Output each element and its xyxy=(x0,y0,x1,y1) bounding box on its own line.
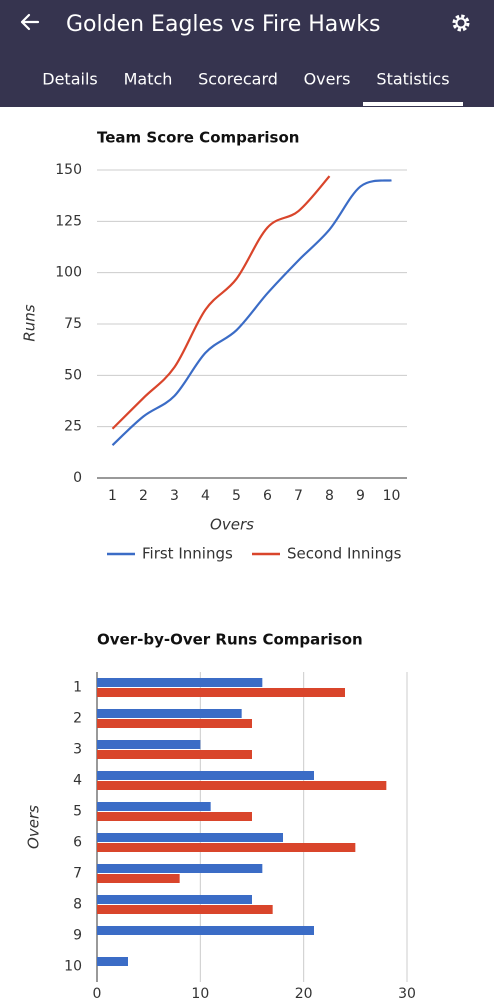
active-tab-indicator xyxy=(363,102,463,106)
y-tick-label: 25 xyxy=(64,419,82,435)
y-tick-label: 125 xyxy=(55,213,82,229)
x-tick-label: 4 xyxy=(201,488,210,504)
gear-teeth xyxy=(452,14,470,32)
bar xyxy=(97,812,252,821)
y-tick-label: 4 xyxy=(73,773,82,789)
legend-label: First Innings xyxy=(142,545,233,563)
x-tick-label: 10 xyxy=(383,488,401,504)
tab[interactable]: Scorecard xyxy=(198,70,278,89)
x-tick-label: 0 xyxy=(93,986,102,1000)
x-tick-label: 6 xyxy=(263,488,272,504)
bar xyxy=(97,833,283,842)
bar xyxy=(97,688,345,697)
y-tick-label: 10 xyxy=(64,959,82,975)
bar xyxy=(97,895,252,904)
y-tick-label: 75 xyxy=(64,316,82,332)
bar xyxy=(97,802,211,811)
x-tick-label: 9 xyxy=(356,488,365,504)
gear-icon xyxy=(455,17,467,29)
settings-button[interactable] xyxy=(452,14,470,32)
bar xyxy=(97,874,180,883)
bar xyxy=(97,905,273,914)
series-line xyxy=(111,179,392,446)
y-tick-label: 1 xyxy=(73,680,82,696)
y-tick-label: 8 xyxy=(73,897,82,913)
y-tick-label: 50 xyxy=(64,367,82,383)
series-line xyxy=(111,175,331,430)
x-tick-label: 2 xyxy=(139,488,148,504)
bar xyxy=(97,740,201,749)
x-axis-label: Overs xyxy=(210,516,254,534)
x-tick-label: 1 xyxy=(108,488,117,504)
bar xyxy=(97,843,356,852)
tab[interactable]: Statistics xyxy=(376,70,449,89)
bar xyxy=(97,926,314,935)
x-tick-label: 30 xyxy=(398,986,416,1000)
bar xyxy=(97,957,128,966)
chart-title: Over-by-Over Runs Comparison xyxy=(97,631,363,649)
y-tick-label: 9 xyxy=(73,928,82,944)
bar xyxy=(97,719,252,728)
y-tick-label: 150 xyxy=(55,162,82,178)
y-tick-label: 5 xyxy=(73,804,82,820)
y-tick-label: 6 xyxy=(73,835,82,851)
x-tick-label: 7 xyxy=(294,488,303,504)
app-bar xyxy=(0,0,494,107)
tab[interactable]: Match xyxy=(124,70,173,89)
y-tick-label: 2 xyxy=(73,711,82,727)
tab[interactable]: Details xyxy=(42,70,97,89)
bar xyxy=(97,678,263,687)
y-axis-label: Overs xyxy=(25,805,43,849)
screen-title: Golden Eagles vs Fire Hawks xyxy=(66,12,380,37)
x-tick-label: 10 xyxy=(191,986,209,1000)
back-arrow xyxy=(20,13,40,31)
legend-label: Second Innings xyxy=(287,545,402,563)
y-tick-label: 7 xyxy=(73,866,82,882)
y-tick-label: 0 xyxy=(73,470,82,486)
bar xyxy=(97,750,252,759)
y-tick-label: 3 xyxy=(73,742,82,758)
x-tick-label: 20 xyxy=(295,986,313,1000)
tab[interactable]: Overs xyxy=(304,70,351,89)
x-tick-label: 8 xyxy=(325,488,334,504)
y-axis-label: Runs xyxy=(21,304,39,341)
chart-title: Team Score Comparison xyxy=(97,129,299,147)
bar xyxy=(97,771,314,780)
bar xyxy=(97,781,387,790)
bar xyxy=(97,864,263,873)
x-tick-label: 5 xyxy=(232,488,241,504)
x-tick-label: 3 xyxy=(170,488,179,504)
bar xyxy=(97,709,242,718)
back-button[interactable] xyxy=(20,13,40,31)
y-tick-label: 100 xyxy=(55,265,82,281)
